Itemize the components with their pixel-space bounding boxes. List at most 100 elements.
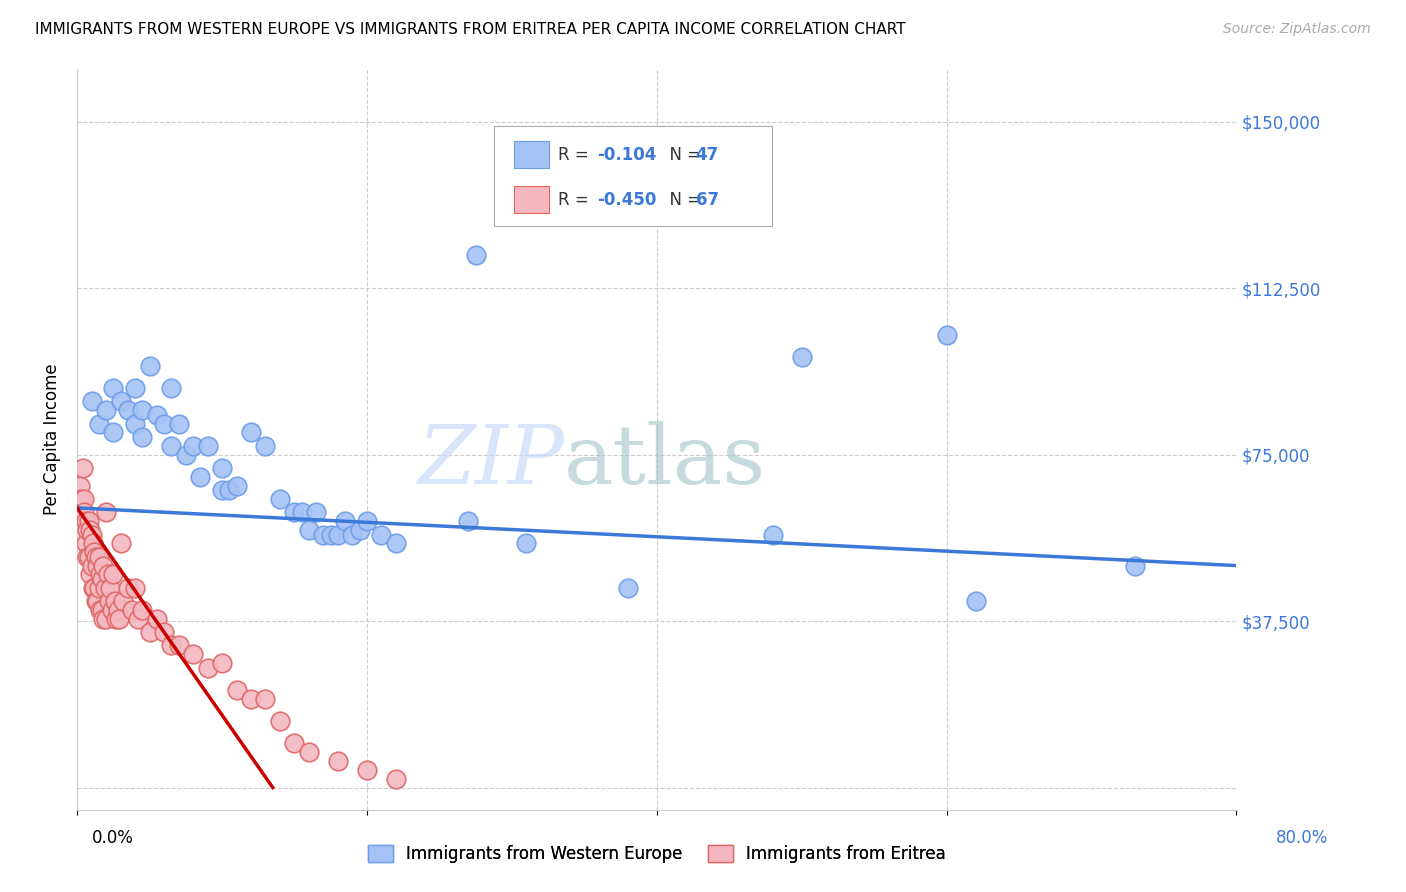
Point (283, 505, 305, 519)
Point (73, 491, 96, 506)
Y-axis label: Per Capita Income: Per Capita Income (44, 363, 60, 515)
Point (96, 567, 118, 582)
Point (69, 479, 91, 493)
Point (298, 745, 321, 759)
Point (349, 523, 371, 537)
Text: atlas: atlas (564, 421, 766, 501)
Point (146, 408, 169, 422)
Point (356, 514, 378, 528)
Point (76, 549, 98, 564)
Point (269, 714, 291, 728)
Text: 0.0%: 0.0% (91, 829, 134, 847)
Point (101, 603, 124, 617)
Point (117, 581, 139, 595)
Point (218, 483, 240, 497)
Point (89, 567, 111, 582)
Point (87, 417, 110, 431)
Point (457, 514, 479, 528)
Point (90, 572, 112, 586)
Point (254, 439, 277, 453)
Point (72, 461, 94, 475)
Point (108, 612, 131, 626)
Point (790, 350, 813, 364)
Text: R =: R = (558, 145, 593, 163)
Point (100, 581, 122, 595)
Point (87, 581, 110, 595)
Point (79, 523, 101, 537)
Point (211, 483, 233, 497)
Point (94, 505, 117, 519)
Point (84, 549, 107, 564)
Point (935, 327, 957, 342)
Point (298, 523, 321, 537)
Point (342, 527, 364, 541)
Text: N =: N = (659, 145, 707, 163)
Point (211, 461, 233, 475)
Point (94, 612, 117, 626)
Point (124, 581, 146, 595)
Point (138, 625, 160, 640)
Point (1123, 558, 1146, 573)
Point (82, 581, 104, 595)
Point (356, 763, 378, 777)
Point (131, 430, 153, 444)
Point (197, 439, 219, 453)
Point (181, 439, 204, 453)
Point (197, 661, 219, 675)
Text: 47: 47 (696, 145, 718, 163)
Point (84, 594, 107, 608)
Point (225, 682, 247, 697)
Point (240, 691, 263, 706)
Text: IMMIGRANTS FROM WESTERN EUROPE VS IMMIGRANTS FROM ERITREA PER CAPITA INCOME CORR: IMMIGRANTS FROM WESTERN EUROPE VS IMMIGR… (35, 22, 905, 37)
Point (75, 514, 97, 528)
Point (105, 612, 128, 626)
Point (80, 527, 103, 541)
Point (80, 558, 103, 573)
Point (83, 545, 105, 559)
Point (160, 439, 183, 453)
Point (98, 594, 121, 608)
Point (86, 558, 108, 573)
Point (160, 381, 183, 395)
Point (174, 448, 197, 462)
Point (965, 594, 987, 608)
Point (110, 394, 132, 409)
Point (225, 479, 247, 493)
Point (211, 657, 233, 671)
Point (167, 417, 190, 431)
Point (104, 594, 127, 608)
Point (385, 536, 408, 550)
Point (515, 536, 537, 550)
Text: 67: 67 (696, 191, 718, 209)
Point (73, 505, 96, 519)
Point (107, 603, 129, 617)
Text: -0.104: -0.104 (598, 145, 657, 163)
Point (131, 403, 153, 417)
Point (112, 594, 135, 608)
Point (80, 394, 103, 409)
Text: ZIP: ZIP (418, 421, 564, 501)
Point (94, 403, 117, 417)
Point (167, 639, 190, 653)
Point (319, 527, 342, 541)
Point (103, 567, 125, 582)
Point (117, 403, 139, 417)
Point (77, 549, 100, 564)
Point (83, 581, 105, 595)
Point (153, 625, 176, 640)
Point (370, 527, 392, 541)
Point (127, 612, 149, 626)
Legend: Immigrants from Western Europe, Immigrants from Eritrea: Immigrants from Western Europe, Immigran… (361, 838, 952, 870)
Text: -0.450: -0.450 (598, 191, 657, 209)
Point (103, 381, 125, 395)
Point (326, 527, 349, 541)
Point (124, 381, 146, 395)
Text: Source: ZipAtlas.com: Source: ZipAtlas.com (1223, 22, 1371, 37)
Point (181, 648, 204, 662)
Point (617, 581, 640, 595)
Point (91, 558, 114, 573)
Point (138, 359, 160, 373)
Point (87, 549, 110, 564)
Point (90, 603, 112, 617)
Point (762, 527, 785, 541)
